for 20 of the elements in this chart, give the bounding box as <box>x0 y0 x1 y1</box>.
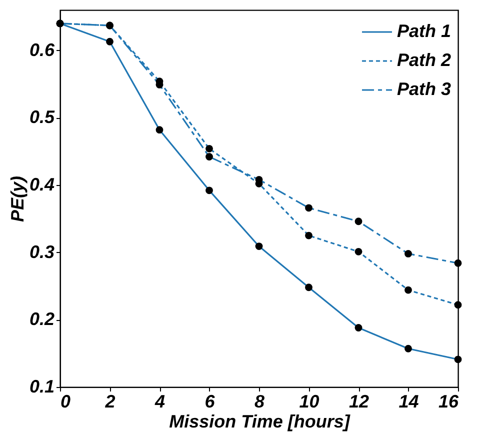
y-tick-label: 0.5 <box>29 107 56 128</box>
legend-label: Path 1 <box>397 21 452 41</box>
x-tick-label: 10 <box>299 392 320 412</box>
x-tick-label: 0 <box>60 392 71 412</box>
x-tick-label: 12 <box>348 392 370 412</box>
y-tick-label: 0.4 <box>29 174 54 195</box>
x-axis-title: Mission Time [hours] <box>169 412 351 432</box>
y-axis-title: PE(y) <box>7 176 28 222</box>
legend-label: Path 3 <box>397 79 452 99</box>
y-tick-label: 0.1 <box>29 376 54 396</box>
x-tick-label: 14 <box>398 392 419 412</box>
y-tick-label: 0.3 <box>29 242 54 262</box>
x-tick-label: 6 <box>204 392 216 412</box>
legend-label: Path 2 <box>397 50 452 70</box>
x-tick-label: 16 <box>438 392 460 412</box>
x-tick-label: 8 <box>254 392 265 412</box>
y-tick-label: 0.2 <box>29 309 54 330</box>
y-tick-label: 0.6 <box>29 40 56 60</box>
x-tick-label: 4 <box>154 392 166 412</box>
x-tick-label: 2 <box>104 392 116 412</box>
